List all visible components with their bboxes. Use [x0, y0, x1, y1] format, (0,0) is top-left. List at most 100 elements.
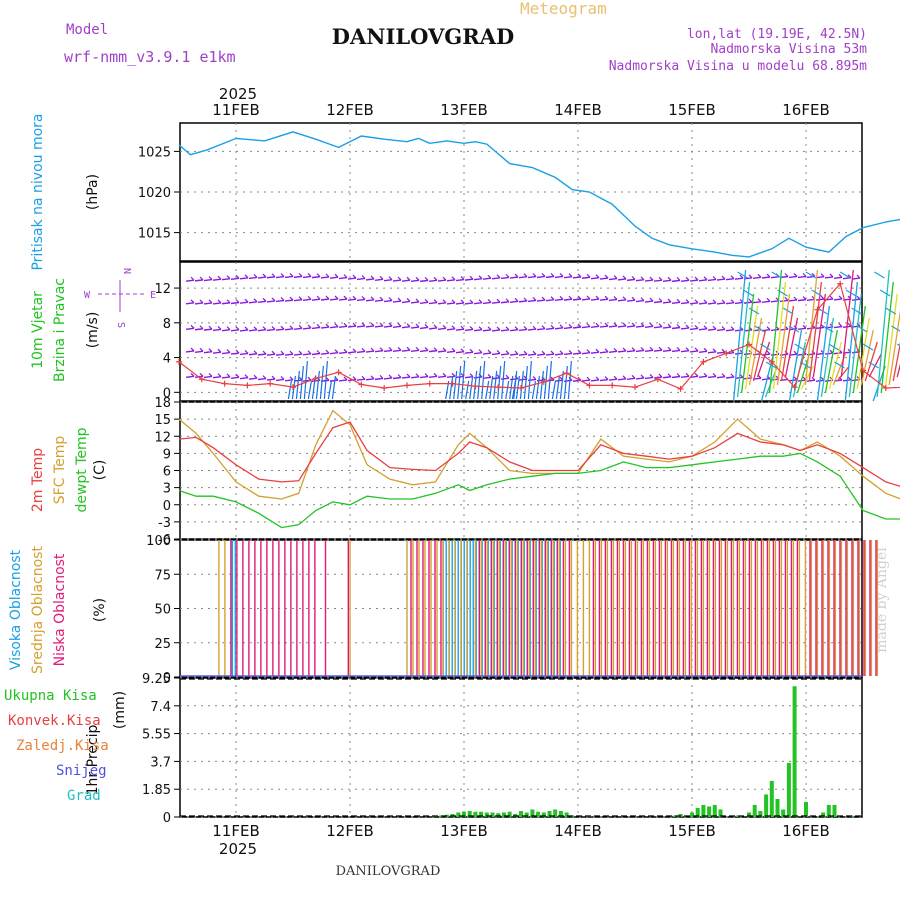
wind-barb-head: [199, 372, 204, 377]
wind-barb-head: [370, 322, 375, 327]
wind-arrow: [539, 370, 544, 400]
wind-barb: [671, 301, 681, 304]
wind-barb: [275, 328, 285, 331]
wind-barb: [617, 350, 627, 353]
wind-barb-head: [253, 350, 258, 355]
precip-bar: [712, 804, 717, 817]
wind-barb-head: [613, 322, 618, 327]
precip-label-1: 1hr Precip: [85, 725, 101, 796]
wind-barb: [473, 351, 483, 355]
wind-barb: [329, 298, 339, 301]
storm-wind-barb: [737, 271, 748, 279]
wind-barb-head: [505, 374, 510, 379]
wind-barb: [653, 300, 663, 304]
wind-barb: [446, 302, 456, 305]
bottom-date-label: 12FEB: [326, 822, 373, 840]
wind-barb: [590, 351, 600, 354]
wind-barb-head: [694, 372, 699, 377]
wind-barb: [581, 379, 591, 382]
precipitation-ytick-label: 5.55: [142, 728, 171, 743]
wind-speed-marker: [267, 380, 274, 387]
wind-barb-head: [577, 376, 582, 381]
wind-barb-head: [568, 295, 573, 300]
wind-barb-head: [451, 276, 456, 281]
wind-barb-head: [757, 298, 762, 303]
wind-barb-head: [334, 323, 339, 328]
wind-barb-head: [235, 299, 240, 303]
wind-barb: [392, 300, 402, 303]
storm-wind-arrow: [836, 365, 850, 382]
wind-barb: [374, 278, 384, 282]
wind-barb-head: [829, 273, 834, 278]
cloudiness-ytick-label: 75: [154, 568, 171, 583]
wind-arrow: [527, 360, 532, 400]
wind-barb: [644, 300, 654, 303]
wind-barb-head: [433, 276, 438, 281]
wind-barb-head: [397, 322, 402, 327]
wind-barb-head: [667, 276, 672, 281]
wind-barb-head: [613, 375, 618, 380]
wind-barb: [203, 351, 213, 354]
wind-barb-head: [217, 299, 222, 304]
wind-barb: [581, 351, 591, 355]
wind-speed-marker: [860, 367, 866, 374]
temperature-ytick-label: 6: [163, 465, 171, 480]
wind-barb-head: [847, 376, 852, 381]
wind-barb-head: [766, 326, 771, 331]
storm-wind-barb: [856, 325, 868, 333]
top-date-label: 11FEB: [212, 101, 259, 119]
footer-title: DANILOVGRAD: [336, 864, 441, 879]
temp-label-2: SFC Temp: [52, 436, 68, 505]
wind-barb: [401, 325, 411, 329]
wind-barb-head: [577, 295, 582, 300]
wind-barb-head: [649, 346, 654, 351]
bottom-date-label: 15FEB: [668, 822, 715, 840]
precip-bar: [764, 794, 769, 817]
wind-barb-head: [325, 323, 330, 328]
wind-barb-head: [703, 299, 708, 304]
wind-barb: [428, 349, 438, 353]
storm-wind-barb: [845, 289, 857, 297]
storm-wind-arrow: [844, 281, 858, 402]
wind-panel: 0 4 8 12: [154, 261, 900, 402]
wind-speed-marker: [654, 376, 661, 383]
precip-bar: [541, 812, 546, 817]
wind-barb-head: [793, 272, 798, 277]
wind-barb-head: [343, 295, 348, 300]
wind-barb: [833, 298, 843, 301]
precip-bar: [707, 806, 712, 817]
wind-barb: [527, 275, 537, 279]
wind-barb-head: [595, 322, 600, 327]
wind-barb: [365, 325, 375, 328]
storm-wind-barb: [879, 289, 891, 297]
wind-arrow: [457, 365, 462, 400]
wind-barb-head: [532, 297, 537, 301]
storm-wind-arrow: [772, 281, 787, 390]
wind-barb-head: [721, 326, 726, 330]
wind-speed-marker: [768, 358, 775, 365]
wind-barb-head: [523, 326, 528, 330]
wind-barb-head: [316, 295, 321, 300]
wind-barb-head: [514, 273, 519, 278]
wind-barb: [194, 328, 204, 331]
wind-barb: [329, 379, 339, 382]
wind-barb-head: [298, 376, 303, 381]
wind-barb: [635, 279, 645, 282]
wind-arrow: [523, 365, 528, 400]
wind-barb: [446, 350, 456, 354]
dewpoint-line: [178, 452, 900, 529]
precip-bar: [695, 807, 700, 817]
wind-barb-head: [370, 375, 375, 380]
wind-barb: [545, 327, 555, 331]
wind-speed-marker: [381, 384, 388, 391]
wind-barb-head: [487, 349, 492, 354]
panel-labels: Pritisak na nivou mora (hPa) 10m Vjetar …: [4, 113, 156, 804]
wind-barb: [590, 298, 600, 301]
wind-barb: [779, 328, 789, 331]
page-title: DANILOVGRAD: [332, 24, 514, 49]
wind-barb-head: [820, 295, 825, 300]
wind-barb: [797, 298, 807, 302]
storm-wind-arrow: [816, 305, 831, 402]
lonlat-label: lon,lat (19.19E, 42.5N): [687, 27, 867, 42]
wind-barb: [419, 375, 429, 379]
